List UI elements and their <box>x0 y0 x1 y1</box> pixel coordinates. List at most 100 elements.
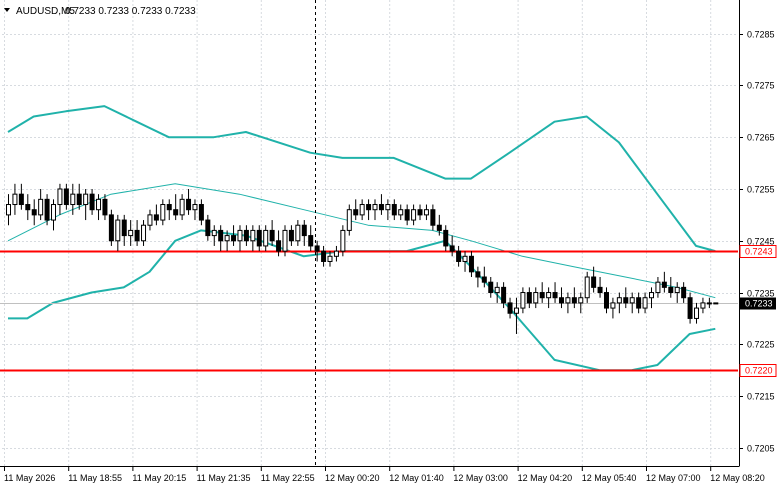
chart-header: AUDUSD,M5 0.7233 0.7233 0.7233 0.7233 <box>4 6 196 17</box>
candle <box>243 225 249 246</box>
candle <box>346 204 352 236</box>
candle <box>295 220 301 246</box>
candle-body-bull <box>83 193 89 206</box>
candle <box>321 245 327 267</box>
candle-body-bull <box>327 255 333 262</box>
candle <box>282 225 288 257</box>
x-tick-label: 11 May 18:55 <box>68 473 122 483</box>
candle-body-bear <box>501 286 507 304</box>
x-tick-label: 11 May 22:55 <box>261 473 315 483</box>
candle-body-bull <box>674 286 680 294</box>
candle-body-bull <box>340 229 346 252</box>
candle <box>391 199 397 221</box>
candle-body-bull <box>546 292 552 299</box>
y-tick-label: 0.7275 <box>747 81 775 91</box>
candlesticks <box>6 183 719 334</box>
candle <box>578 292 584 314</box>
candle-body-bear <box>276 240 282 252</box>
candle-body-bear <box>198 204 204 221</box>
candle <box>128 220 134 246</box>
candle <box>166 199 172 221</box>
candle <box>224 230 230 252</box>
candle <box>385 199 391 221</box>
candle-body-bear <box>31 209 37 216</box>
candle <box>674 282 680 303</box>
candle-body-bear <box>269 229 275 242</box>
candle-body-bull <box>578 297 584 304</box>
candle <box>700 297 706 314</box>
candle <box>6 194 11 226</box>
candle <box>565 292 571 314</box>
candle <box>70 183 76 215</box>
candle <box>623 287 629 309</box>
candle-body-bull <box>513 307 519 314</box>
x-tick-label: 12 May 03:00 <box>453 473 508 483</box>
current-price-label: 0.7233 <box>745 299 773 309</box>
candle-body-bear <box>558 297 564 304</box>
candle <box>51 199 57 231</box>
candle <box>494 282 500 303</box>
level-price-tag <box>739 245 777 258</box>
candle <box>83 188 89 221</box>
candle-body-bear <box>603 292 609 309</box>
collapse-triangle-icon[interactable] <box>4 8 10 12</box>
candle-body-bull <box>423 209 429 216</box>
candle-body-bull <box>160 204 166 221</box>
candle <box>404 204 410 226</box>
candle <box>398 204 404 221</box>
candle-body-bull <box>282 229 288 252</box>
candle <box>694 302 700 324</box>
x-tick-label: 12 May 05:40 <box>582 473 637 483</box>
candle <box>706 297 712 309</box>
y-tick-label: 0.7225 <box>747 340 775 350</box>
candle-body-bull <box>333 250 339 257</box>
candle <box>38 188 44 221</box>
candle-body-bear <box>308 235 314 247</box>
candle-body-bull <box>6 204 11 216</box>
candle-body-bear <box>18 193 24 206</box>
symbol-label: AUDUSD,M5 <box>16 6 75 17</box>
y-tick-label: 0.7245 <box>747 237 775 247</box>
candle <box>501 282 507 309</box>
candle-body-bear <box>597 286 603 294</box>
y-axis-ticks: 0.72850.72750.72650.72550.72450.72350.72… <box>739 30 775 454</box>
candle-body-bull <box>57 188 63 206</box>
candle <box>250 225 256 252</box>
candle <box>713 302 719 305</box>
candle-body-bull <box>700 302 706 309</box>
price-axis <box>0 0 740 467</box>
candle <box>642 292 648 314</box>
candle <box>552 282 558 303</box>
candle-body-bull <box>649 292 654 299</box>
candle <box>417 204 423 221</box>
candle <box>359 199 365 221</box>
candle <box>134 220 140 246</box>
candle-body-bear <box>166 204 172 211</box>
level-price-label: 0.7243 <box>745 247 773 257</box>
candle <box>160 199 166 226</box>
candle <box>513 297 519 334</box>
candle <box>366 199 372 221</box>
candle-body-bear <box>89 193 95 211</box>
candle-body-bear <box>218 229 224 242</box>
candle-body-bear <box>243 229 249 242</box>
candle <box>12 183 18 215</box>
candle <box>378 194 384 215</box>
ohlc-readout: 0.7233 0.7233 0.7233 0.7233 <box>65 6 196 17</box>
candle-body-bear <box>436 224 442 231</box>
candle <box>488 277 494 298</box>
candle <box>668 277 674 298</box>
candle <box>269 220 275 246</box>
candle-body-bull <box>385 204 391 211</box>
candle <box>462 251 468 272</box>
candle-body-bull <box>237 229 243 242</box>
candle <box>276 230 282 257</box>
candle-body-bear <box>301 224 307 237</box>
candle-body-bear <box>571 297 577 304</box>
candle <box>423 204 429 221</box>
y-tick-label: 0.7255 <box>747 185 775 195</box>
candle <box>443 225 449 252</box>
candle <box>687 292 693 324</box>
